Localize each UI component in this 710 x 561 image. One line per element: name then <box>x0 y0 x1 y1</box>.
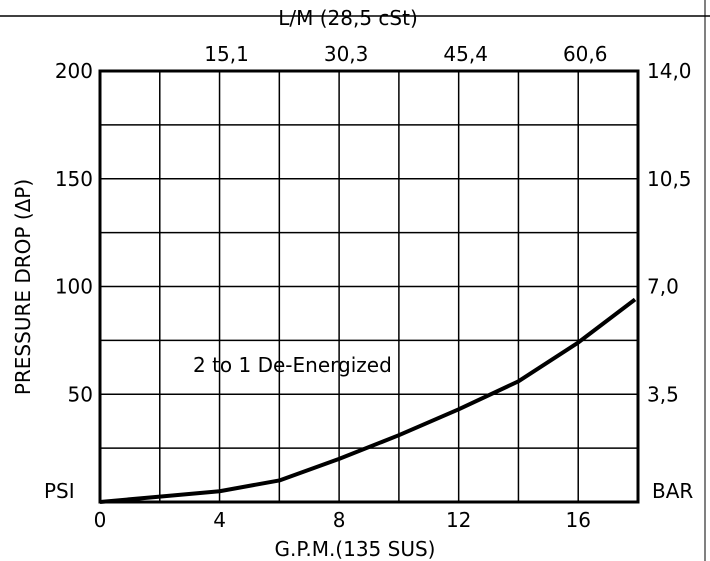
grid-lines <box>100 71 638 502</box>
top-tick-label: 60,6 <box>563 42 608 66</box>
x-tick-label: 8 <box>333 508 346 532</box>
top-axis-title: L/M (28,5 cSt) <box>278 6 418 30</box>
y-tick-labels: 50 100 150 200 <box>55 59 93 406</box>
y-tick-label: 200 <box>55 59 93 83</box>
y-tick-label: 50 <box>68 382 93 406</box>
x-axis-title: G.P.M.(135 SUS) <box>275 537 436 561</box>
plot-frame <box>98 69 640 504</box>
top-tick-label: 45,4 <box>443 42 488 66</box>
y-tick-label: 100 <box>55 275 93 299</box>
top-tick-label: 15,1 <box>204 42 249 66</box>
data-line-2-to-1-de-energized <box>99 297 637 504</box>
top-tick-label: 30,3 <box>324 42 369 66</box>
top-tick-labels: 15,1 30,3 45,4 60,6 <box>204 42 607 66</box>
y-tick-label: 150 <box>55 167 93 191</box>
right-tick-labels: 3,5 7,0 10,5 14,0 <box>647 59 692 406</box>
right-unit-label: BAR <box>652 479 693 503</box>
right-tick-label: 10,5 <box>647 167 692 191</box>
series-annotation: 2 to 1 De-Energized <box>193 353 392 377</box>
x-tick-label: 12 <box>446 508 471 532</box>
x-tick-label: 4 <box>213 508 226 532</box>
left-unit-label: PSI <box>44 479 75 503</box>
right-tick-label: 7,0 <box>647 275 679 299</box>
x-tick-label: 0 <box>94 508 107 532</box>
x-tick-label: 16 <box>565 508 590 532</box>
right-tick-label: 3,5 <box>647 382 679 406</box>
right-tick-label: 14,0 <box>647 59 692 83</box>
x-tick-labels: 0 4 8 12 16 <box>94 508 591 532</box>
y-axis-title: PRESSURE DROP (ΔP) <box>11 179 35 395</box>
